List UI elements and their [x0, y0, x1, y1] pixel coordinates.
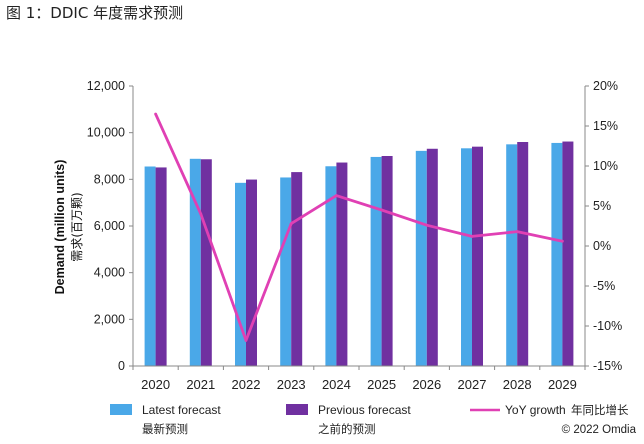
y2-tick-label: 10% [593, 159, 618, 173]
bar-previous-2023 [291, 172, 303, 366]
x-tick-label: 2021 [186, 377, 215, 392]
yoy-point-2027 [470, 235, 474, 238]
legend-label-yoy-cn: 年同比增长 [571, 403, 629, 417]
legend-label-latest-cn: 最新预测 [142, 422, 188, 436]
y2-tick-label: 20% [593, 79, 618, 93]
x-tick-label: 2022 [232, 377, 261, 392]
bar-latest-2023 [280, 177, 292, 366]
y-axis-label-cn: 需求(百万颗) [70, 192, 84, 261]
legend-label-yoy: YoY growth [505, 403, 566, 417]
bar-previous-2027 [472, 146, 483, 366]
yoy-point-2020 [154, 112, 158, 116]
yoy-point-2024 [335, 194, 338, 198]
bar-previous-2022 [246, 179, 257, 366]
legend-label-previous: Previous forecast [318, 403, 411, 417]
bar-latest-2025 [370, 156, 382, 366]
x-axis: 2020 2021 2022 2023 2024 2025 2026 2027 2028 2029 [132, 365, 586, 392]
bar-latest-2021 [189, 158, 201, 366]
legend-label-previous-cn: 之前的预测 [318, 422, 376, 436]
y-tick-label: 2,000 [94, 312, 125, 326]
x-tick-label: 2025 [367, 377, 396, 392]
y-tick-label: 8,000 [94, 172, 125, 186]
legend-swatch-previous [286, 404, 308, 415]
bar-previous-2025 [381, 156, 393, 366]
yoy-point-2022 [244, 339, 248, 342]
bar-latest-2024 [325, 166, 337, 366]
bar-previous-2029 [562, 141, 574, 366]
y2-tick-label: 0% [593, 239, 611, 253]
yoy-point-2021 [199, 212, 203, 216]
bar-latest-2029 [551, 142, 563, 366]
x-tick-label: 2027 [458, 377, 487, 392]
y2-tick-label: 15% [593, 119, 618, 133]
legend: Latest forecast 最新预测 Previous forecast 之… [110, 403, 629, 436]
bar-latest-2026 [415, 150, 427, 366]
x-tick-label: 2020 [141, 377, 170, 392]
page-title: 图 1：DDIC 年度需求预测 [6, 4, 184, 22]
y-tick-label: 6,000 [94, 219, 125, 233]
bar-previous-2024 [336, 162, 348, 366]
yoy-line [154, 112, 564, 342]
yoy-point-2029 [561, 239, 564, 243]
yoy-point-2028 [515, 230, 519, 234]
bar-previous-2020 [155, 167, 167, 366]
bar-latest-2027 [461, 148, 472, 366]
bars [144, 141, 574, 366]
bar-previous-2028 [517, 142, 529, 366]
bar-previous-2021 [200, 159, 212, 366]
x-tick-label: 2024 [322, 377, 351, 392]
yoy-point-2026 [425, 223, 429, 227]
y-tick-label: 0 [118, 359, 125, 373]
legend-swatch-latest [110, 404, 132, 415]
x-tick-label: 2026 [412, 377, 441, 392]
yoy-point-2025 [380, 208, 383, 212]
y2-tick-label: -15% [593, 359, 622, 373]
y2-tick-label: -10% [593, 319, 622, 333]
y-axis-right: -15% -10% -5% 0% 5% 10% 15% 20% [584, 79, 622, 373]
yoy-point-2023 [289, 222, 293, 226]
y2-tick-label: -5% [593, 279, 615, 293]
y2-tick-label: 5% [593, 199, 611, 213]
x-tick-label: 2029 [548, 377, 577, 392]
y-tick-label: 10,000 [87, 126, 125, 140]
legend-label-latest: Latest forecast [142, 403, 221, 417]
y-tick-label: 4,000 [94, 266, 125, 280]
x-tick-label: 2023 [277, 377, 306, 392]
bar-latest-2020 [144, 166, 156, 366]
bar-latest-2028 [506, 144, 518, 366]
yoy-line-path [154, 113, 563, 342]
y-axis-left: 0 2,000 4,000 6,000 8,000 10,000 12,000 [87, 79, 134, 373]
bar-previous-2026 [426, 148, 438, 366]
y-tick-label: 12,000 [87, 79, 125, 93]
x-tick-label: 2028 [503, 377, 532, 392]
y-axis-label: Demand (million units) [53, 160, 67, 295]
bar-latest-2022 [235, 182, 246, 366]
copyright: © 2022 Omdia [562, 424, 637, 436]
